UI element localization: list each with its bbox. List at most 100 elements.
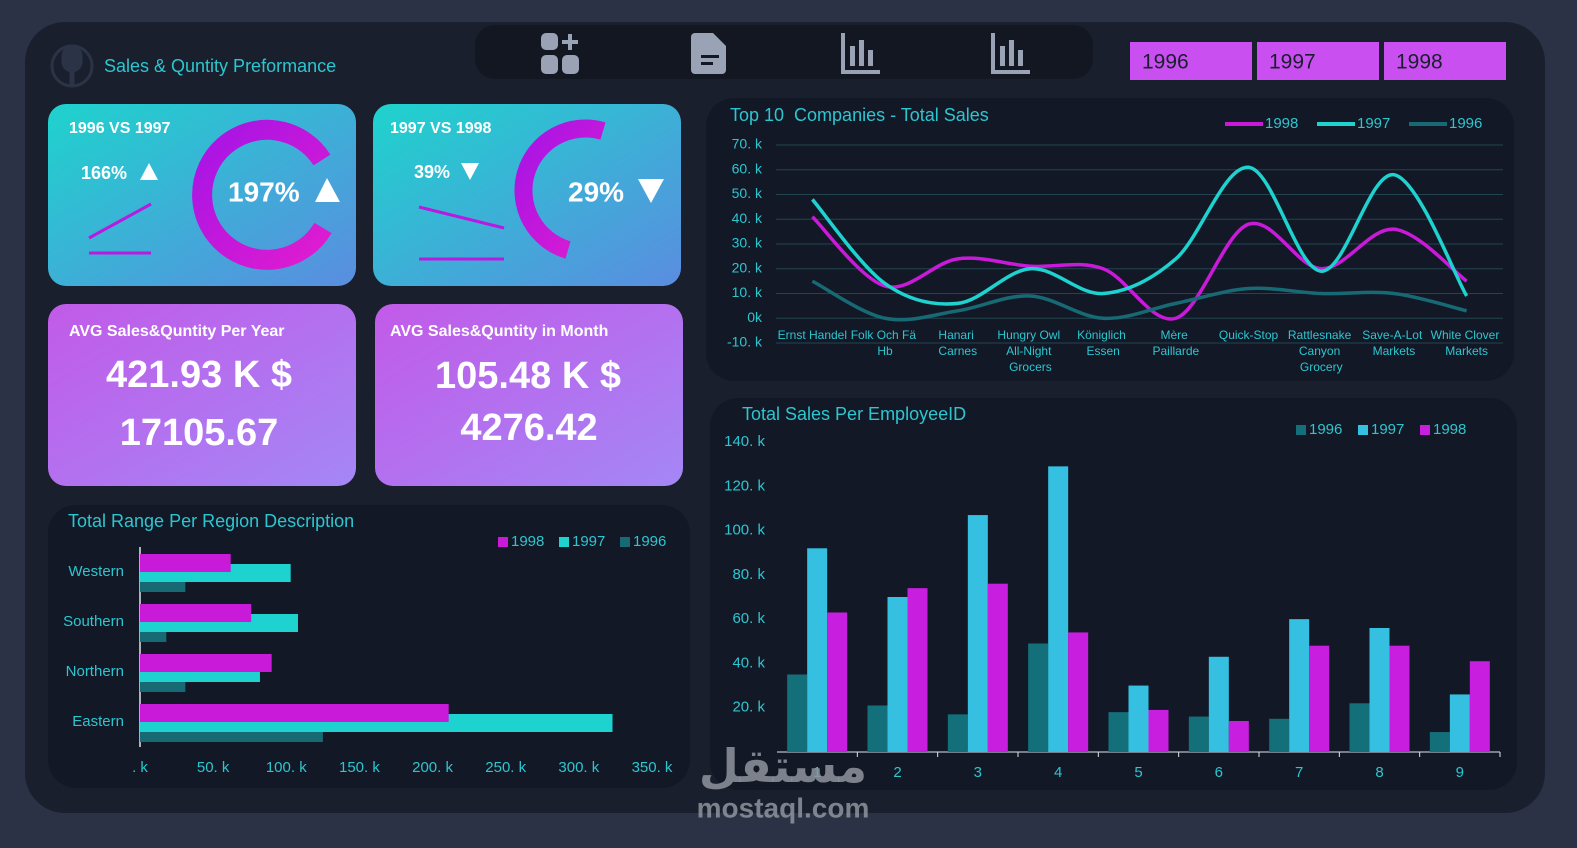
x-tick-label: Ernst Handel (778, 328, 847, 342)
y-tick-label: 80. k (732, 566, 765, 583)
kpi-total: 29% (568, 176, 624, 207)
year-button[interactable] (1130, 42, 1252, 80)
bar (947, 714, 968, 752)
bar (1068, 632, 1089, 752)
kpi-change: 166% (81, 163, 127, 183)
trend-line (418, 205, 505, 230)
x-tick-label: 6 (1215, 764, 1223, 781)
watermark: mostaql.com (697, 792, 870, 823)
kpi-quantity: 4276.42 (460, 407, 597, 449)
bar (1269, 718, 1290, 752)
kpi-card: 1997 VS 1998 39% 29% (373, 104, 681, 286)
bar (140, 732, 323, 742)
x-tick-label: Folk Och Fä Hb (851, 328, 920, 358)
bar (887, 597, 908, 752)
bar (1208, 656, 1229, 752)
kpi-change: 39% (414, 162, 450, 182)
bar (1048, 466, 1069, 752)
header-title: Sales & Quntity Preformance (104, 56, 336, 76)
x-tick-label: 4 (1054, 764, 1062, 781)
bar (140, 654, 272, 672)
y-tick-label: 60. k (732, 160, 763, 176)
bar (140, 582, 186, 592)
y-tick-label: 140. k (724, 433, 765, 450)
arrow-up (140, 163, 158, 180)
kpi-sales: 105.48 K $ (435, 355, 621, 397)
kpi-card: AVG Sales&Quntity Per Year 421.93 K $ 17… (48, 304, 356, 486)
legend-label: 1997 (1371, 421, 1404, 438)
y-tick-label: 120. k (724, 477, 765, 494)
legend-swatch (1420, 425, 1430, 435)
nav-icon-apps[interactable] (541, 33, 579, 74)
ring (192, 119, 332, 270)
x-tick-label: 300. k (558, 759, 599, 776)
y-tick-label: Western (68, 563, 124, 580)
year-slicer: 1996 1997 1998 (1130, 42, 1506, 80)
line-series (811, 165, 1469, 306)
kpi-card: 1996 VS 1997 166% 197% (48, 104, 356, 286)
bar (1449, 694, 1470, 752)
kpi-card: AVG Sales&Quntity in Month 105.48 K $ 42… (375, 304, 683, 486)
bar (1289, 619, 1310, 752)
bar (807, 548, 828, 752)
x-tick-label: 50. k (197, 759, 230, 776)
bar (867, 705, 888, 752)
year-button[interactable] (1384, 42, 1506, 80)
arrow-up (315, 178, 340, 202)
nav-icon-chart-2[interactable] (991, 33, 1030, 74)
x-tick-label: 2 (893, 764, 901, 781)
x-tick-label: Rattlesnake Canyon Grocery (1288, 328, 1355, 374)
bar (1389, 645, 1410, 752)
bar (1369, 628, 1390, 752)
charts: Top 10 Companies - Total Sales 1998 1997 19… (63, 105, 1503, 781)
x-tick-label: 1 (813, 764, 821, 781)
chart-title: Total Range Per Region Description (68, 511, 354, 531)
legend-label: 1998 (1265, 115, 1298, 132)
bar (1228, 721, 1249, 752)
card-bg (48, 304, 356, 486)
bar (1349, 703, 1370, 752)
bar (140, 632, 167, 642)
y-tick-label: 40. k (732, 654, 765, 671)
y-tick-label: Southern (63, 613, 124, 630)
y-tick-label: 60. k (732, 610, 765, 627)
x-tick-label: 8 (1375, 764, 1383, 781)
arrow-down (461, 163, 479, 180)
x-tick-label: 250. k (485, 759, 526, 776)
y-tick-label: 50. k (732, 185, 763, 201)
trend-line (88, 202, 152, 240)
year-label[interactable]: 1998 (1396, 51, 1443, 74)
y-tick-label: 30. k (732, 235, 763, 251)
y-tick-label: 40. k (732, 210, 763, 226)
nav-icon-chart[interactable] (841, 33, 880, 74)
bar (140, 682, 186, 692)
arrow-down (638, 179, 664, 203)
ring (514, 119, 606, 259)
x-tick-label: Quick-Stop (1219, 328, 1279, 342)
year-label[interactable]: 1996 (1142, 51, 1189, 74)
nav-bar (475, 25, 1093, 79)
y-tick-label: Northern (66, 663, 124, 680)
bar (907, 588, 928, 752)
kpi-title: 1996 VS 1997 (69, 120, 171, 137)
year-button[interactable] (1257, 42, 1379, 80)
bar (1128, 685, 1149, 752)
legend-label: 1996 (1449, 115, 1482, 132)
bar (140, 554, 231, 572)
x-tick-label: 350. k (632, 759, 673, 776)
legend-swatch (1296, 425, 1306, 435)
nav-icon-document[interactable] (691, 33, 726, 74)
bar (1108, 712, 1129, 752)
watermark: مستقل (699, 740, 867, 792)
bar (1429, 732, 1450, 752)
kpi-title: AVG Sales&Quntity in Month (390, 323, 608, 340)
year-label[interactable]: 1997 (1269, 51, 1316, 74)
bar (987, 583, 1008, 752)
chart-title: Total Sales Per EmployeeID (742, 404, 966, 424)
legend-swatch (498, 537, 508, 547)
kpi-total: 197% (228, 176, 300, 207)
kpi-title: 1997 VS 1998 (390, 120, 492, 137)
card-bg (375, 304, 683, 486)
legend-swatch (620, 537, 630, 547)
